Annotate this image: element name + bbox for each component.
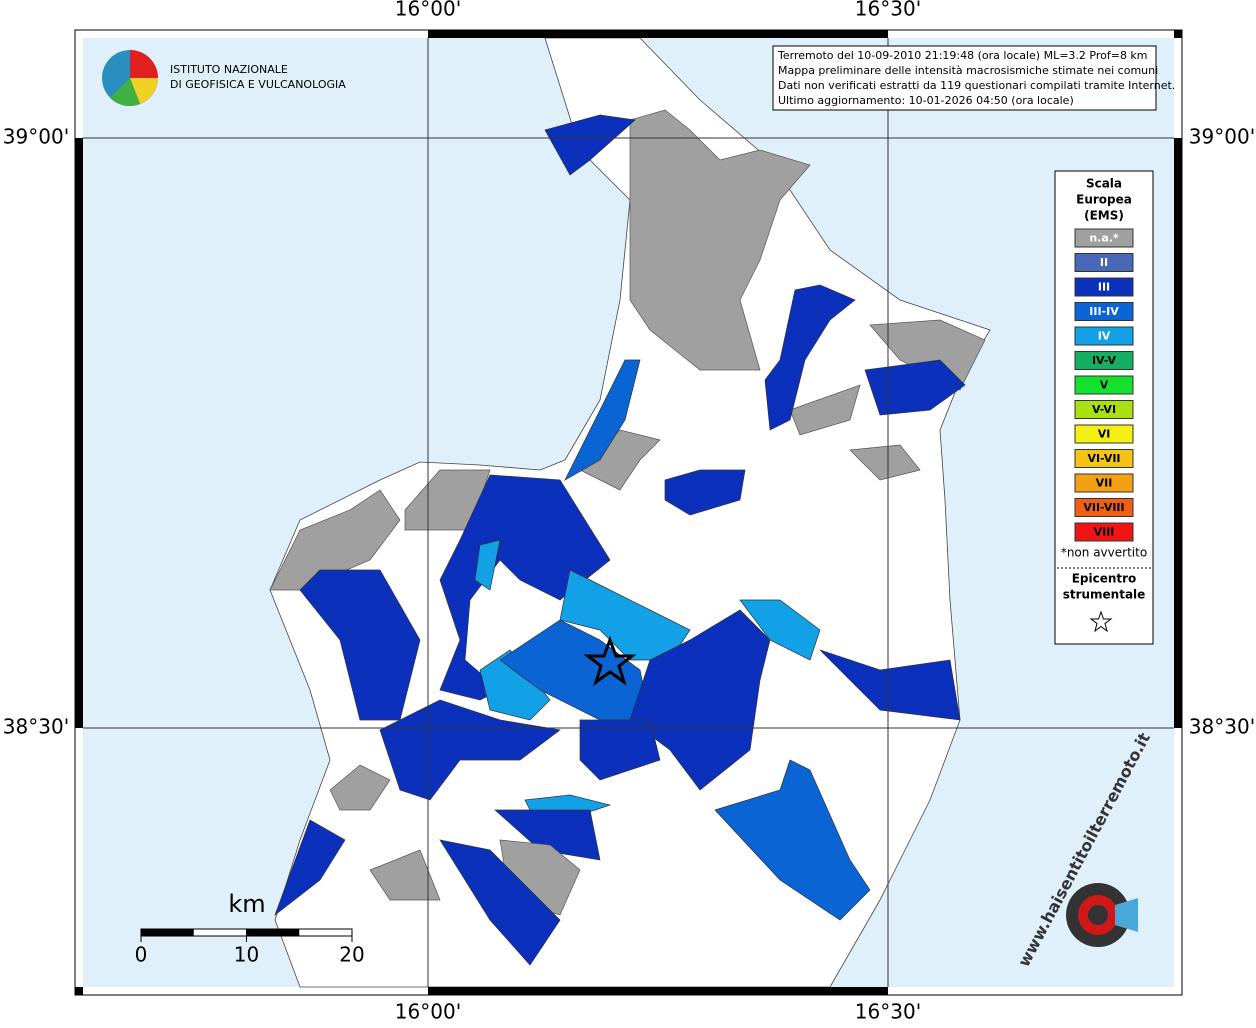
scale-segment: [141, 929, 194, 936]
scale-tick-label: 0: [135, 943, 148, 967]
legend-label: VIII: [1094, 526, 1115, 539]
graticule-labels: 16°00' 16°30' 16°00' 16°30' 39°00' 38°30…: [3, 0, 1255, 1024]
legend-label: IV-V: [1092, 354, 1117, 367]
legend-epicentre: strumentale: [1063, 588, 1146, 602]
lon-label: 16°30': [855, 1000, 921, 1024]
logo-text: ISTITUTO NAZIONALE: [170, 63, 288, 76]
legend-swatch: [1074, 277, 1134, 297]
legend-swatch: [1074, 302, 1134, 321]
ingv-logo: ISTITUTO NAZIONALE DI GEOFISICA E VULCAN…: [102, 50, 346, 107]
legend-swatch: [1074, 522, 1134, 542]
legend-title: (EMS): [1084, 209, 1124, 223]
legend-label: VI-VII: [1087, 452, 1120, 465]
info-line: Mappa preliminare delle intensità macros…: [778, 64, 1158, 77]
legend-label: V: [1100, 379, 1109, 392]
info-line: Dati non verificati estratti da 119 ques…: [778, 79, 1175, 92]
legend-label: II: [1100, 256, 1108, 269]
legend-swatch: [1074, 351, 1134, 370]
lat-label: 38°30': [1189, 715, 1255, 739]
legend-label: VII-VIII: [1083, 501, 1124, 514]
legend-label: V-VI: [1092, 403, 1116, 416]
logo-text: DI GEOFISICA E VULCANOLOGIA: [170, 78, 346, 91]
legend-star: [1089, 610, 1113, 633]
legend-swatch: [1074, 424, 1134, 444]
scale-tick-label: 10: [234, 943, 259, 967]
legend-swatch: [1074, 253, 1134, 272]
scale-bar: km 0 10 20: [135, 890, 365, 967]
info-text: Terremoto del 10-09-2010 21:19:48 (ora l…: [777, 49, 1175, 107]
municipalities: [269, 109, 986, 966]
lat-label: 39°00': [1189, 125, 1255, 149]
frame-bars: [75, 30, 1182, 995]
scale-segment: [246, 929, 300, 936]
lon-label: 16°30': [855, 0, 921, 21]
legend-label: n.a.*: [1089, 232, 1119, 245]
legend-swatch: [1074, 326, 1134, 346]
legend-label: III-IV: [1089, 305, 1119, 318]
info-box: [772, 45, 1157, 111]
legend-swatch: [1074, 449, 1134, 468]
lon-label: 16°00': [395, 1000, 461, 1024]
legend-swatch: [1074, 473, 1134, 493]
legend-label: IV: [1098, 330, 1111, 343]
scale-unit: km: [228, 890, 265, 918]
epicentre-star: [583, 635, 637, 686]
legend-swatch: [1074, 400, 1134, 419]
legend-label: VII: [1096, 477, 1113, 490]
legend-note: *non avvertito: [1061, 546, 1147, 560]
legend-label: VI: [1098, 428, 1111, 441]
legend-epicentre: Epicentro: [1072, 572, 1137, 586]
graticule: [83, 38, 1174, 987]
legend-swatch: [1074, 228, 1134, 248]
legend: ScalaEuropea(EMS)n.a.*IIIIIIII-IVIVIV-VV…: [1057, 177, 1151, 633]
lon-label: 16°00': [395, 0, 461, 21]
legend-title: Europea: [1076, 193, 1132, 207]
legend-swatch: [1074, 375, 1134, 395]
lat-label: 38°30': [3, 715, 69, 739]
scale-tick-label: 20: [339, 943, 364, 967]
info-line: Terremoto del 10-09-2010 21:19:48 (ora l…: [777, 49, 1148, 62]
legend-swatch: [1074, 498, 1134, 517]
lat-label: 39°00': [3, 125, 69, 149]
legend-label: III: [1098, 281, 1110, 294]
info-line: Ultimo aggiornamento: 10-01-2026 04:50 (…: [778, 94, 1074, 107]
legend-title: Scala: [1086, 177, 1122, 191]
